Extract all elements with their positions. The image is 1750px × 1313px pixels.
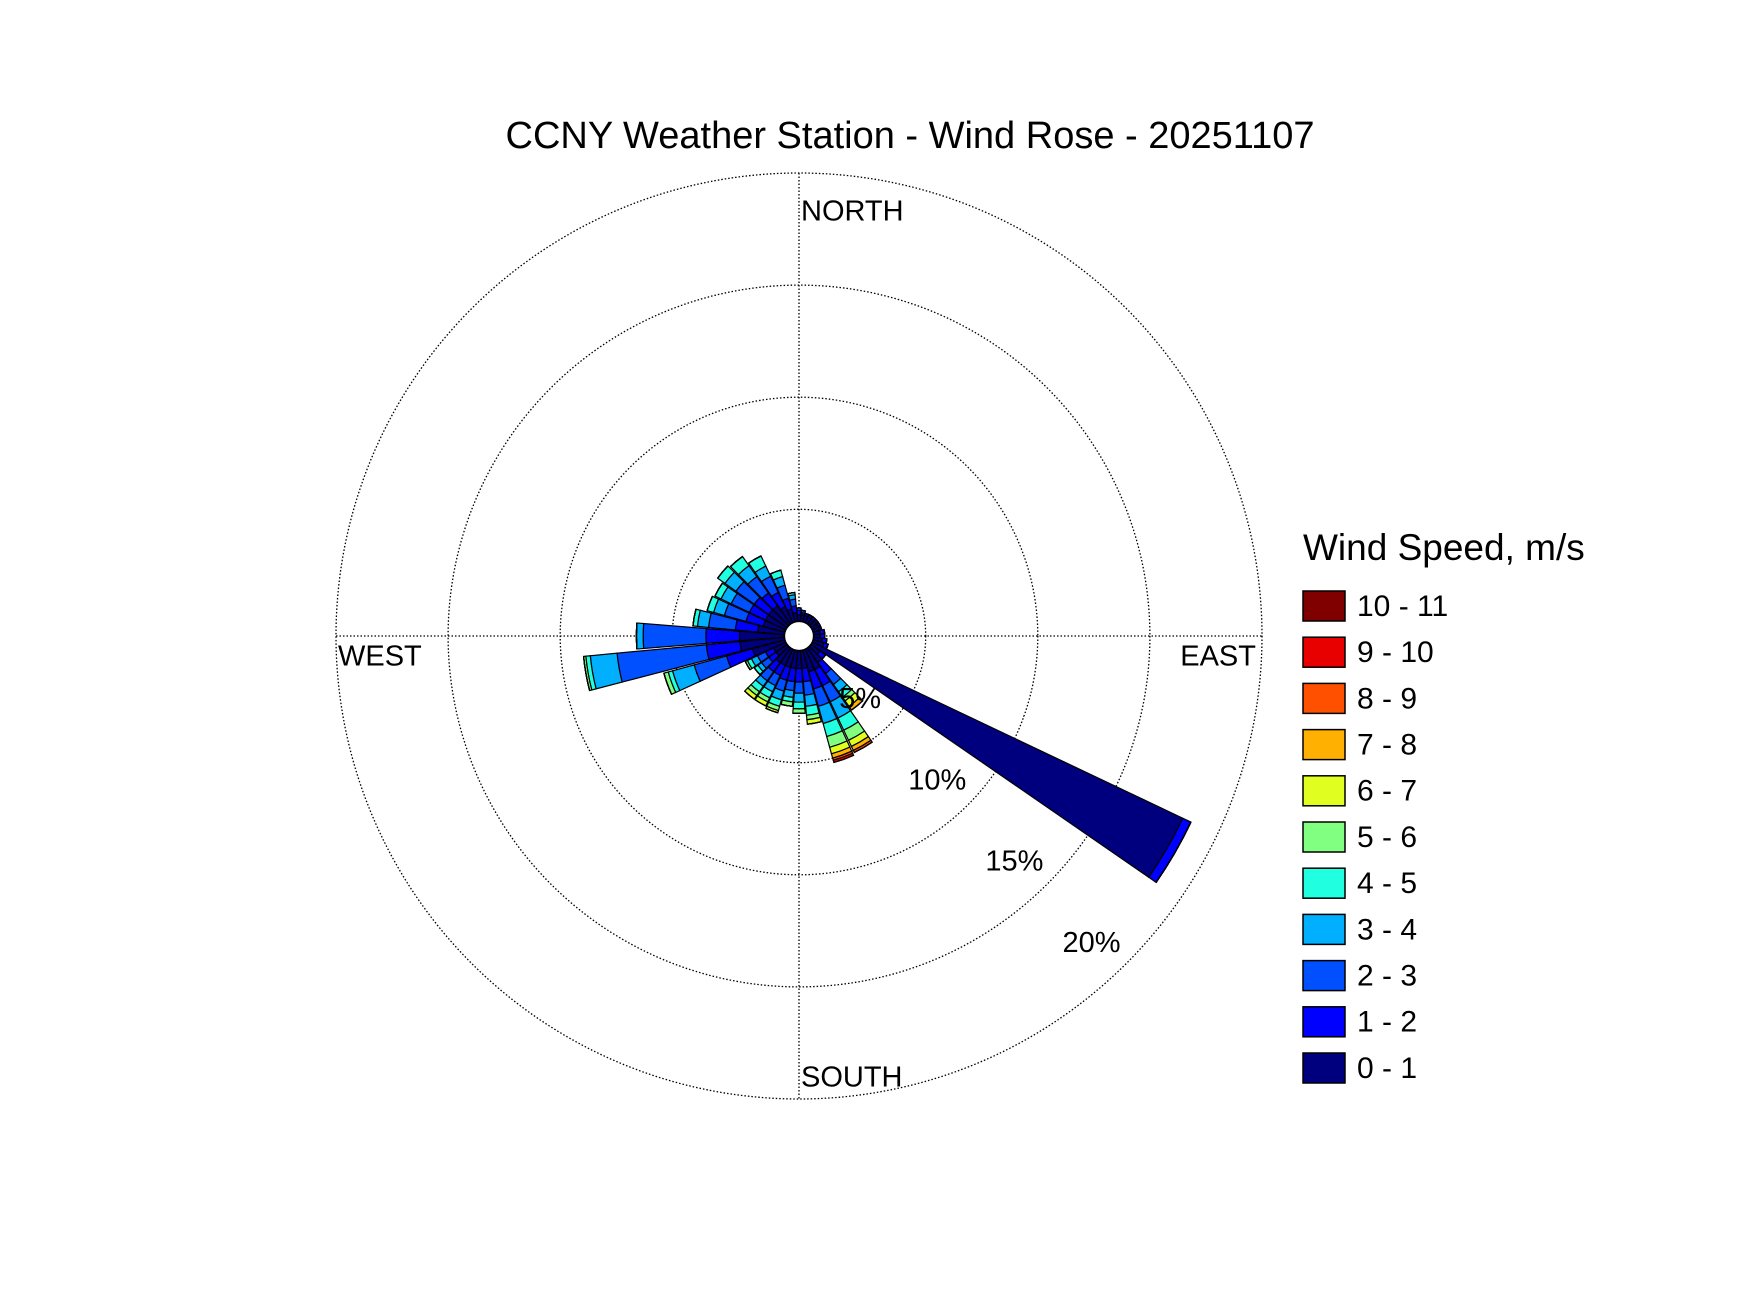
r-tick-label: 5% — [839, 683, 881, 715]
r-tick-label: 10% — [908, 764, 966, 796]
wedge — [793, 692, 805, 703]
wedge — [793, 681, 805, 694]
wedge — [705, 627, 741, 645]
r-tick-label: 15% — [985, 846, 1043, 878]
legend-label: 1 - 2 — [1357, 1006, 1417, 1039]
wedge — [792, 701, 806, 710]
legend-swatch — [1302, 682, 1346, 715]
wedge — [819, 633, 826, 639]
legend-label: 5 - 6 — [1357, 821, 1417, 854]
legend-swatch — [1302, 590, 1346, 622]
legend-label: 10 - 11 — [1357, 590, 1448, 623]
wedge — [787, 591, 795, 595]
center-hole — [783, 620, 815, 652]
compass-label: EAST — [1180, 641, 1256, 673]
chart-title: CCNY Weather Station - Wind Rose - 20251… — [506, 115, 1315, 157]
legend-swatch — [1302, 821, 1346, 853]
legend-label: 6 - 7 — [1357, 775, 1417, 808]
wedge — [642, 622, 707, 650]
legend-label: 4 - 5 — [1357, 867, 1417, 900]
r-tick-label: 20% — [1063, 927, 1121, 959]
compass-label: WEST — [338, 641, 422, 673]
wedge — [801, 609, 806, 612]
wedge — [714, 582, 723, 597]
compass-label: SOUTH — [801, 1062, 903, 1094]
legend-swatch — [1302, 913, 1346, 946]
compass-label: NORTH — [801, 196, 904, 228]
wedge — [794, 667, 804, 683]
legend-swatch — [1302, 636, 1346, 668]
wedge — [807, 721, 822, 725]
wedge — [823, 629, 826, 634]
legend-title: Wind Speed, m/s — [1303, 527, 1585, 568]
wedge — [635, 622, 645, 650]
legend-swatch — [1302, 775, 1346, 807]
wedge — [833, 754, 854, 764]
wedge — [744, 661, 751, 671]
wedge — [635, 622, 638, 650]
legend-swatch — [1302, 1052, 1346, 1084]
legend-label: 2 - 3 — [1357, 960, 1417, 993]
wedge — [825, 638, 828, 644]
wedge — [754, 699, 767, 707]
legend-swatch — [1302, 728, 1346, 761]
wedge — [765, 707, 779, 714]
legend-swatch — [1302, 867, 1346, 899]
legend-swatch — [1302, 959, 1346, 992]
legend-label: 3 - 4 — [1357, 913, 1417, 946]
grid-ring — [671, 508, 927, 764]
legend-label: 8 - 9 — [1357, 682, 1417, 715]
wedge — [851, 700, 864, 711]
legend-swatch — [1302, 1006, 1346, 1038]
wedge — [748, 555, 762, 564]
wedge — [854, 741, 873, 754]
wedge — [753, 667, 761, 676]
wedge — [744, 690, 755, 700]
legend-label: 0 - 1 — [1357, 1052, 1417, 1085]
legend-label: 9 - 10 — [1357, 636, 1434, 669]
wedge — [796, 609, 802, 616]
legend-label: 7 - 8 — [1357, 729, 1417, 762]
